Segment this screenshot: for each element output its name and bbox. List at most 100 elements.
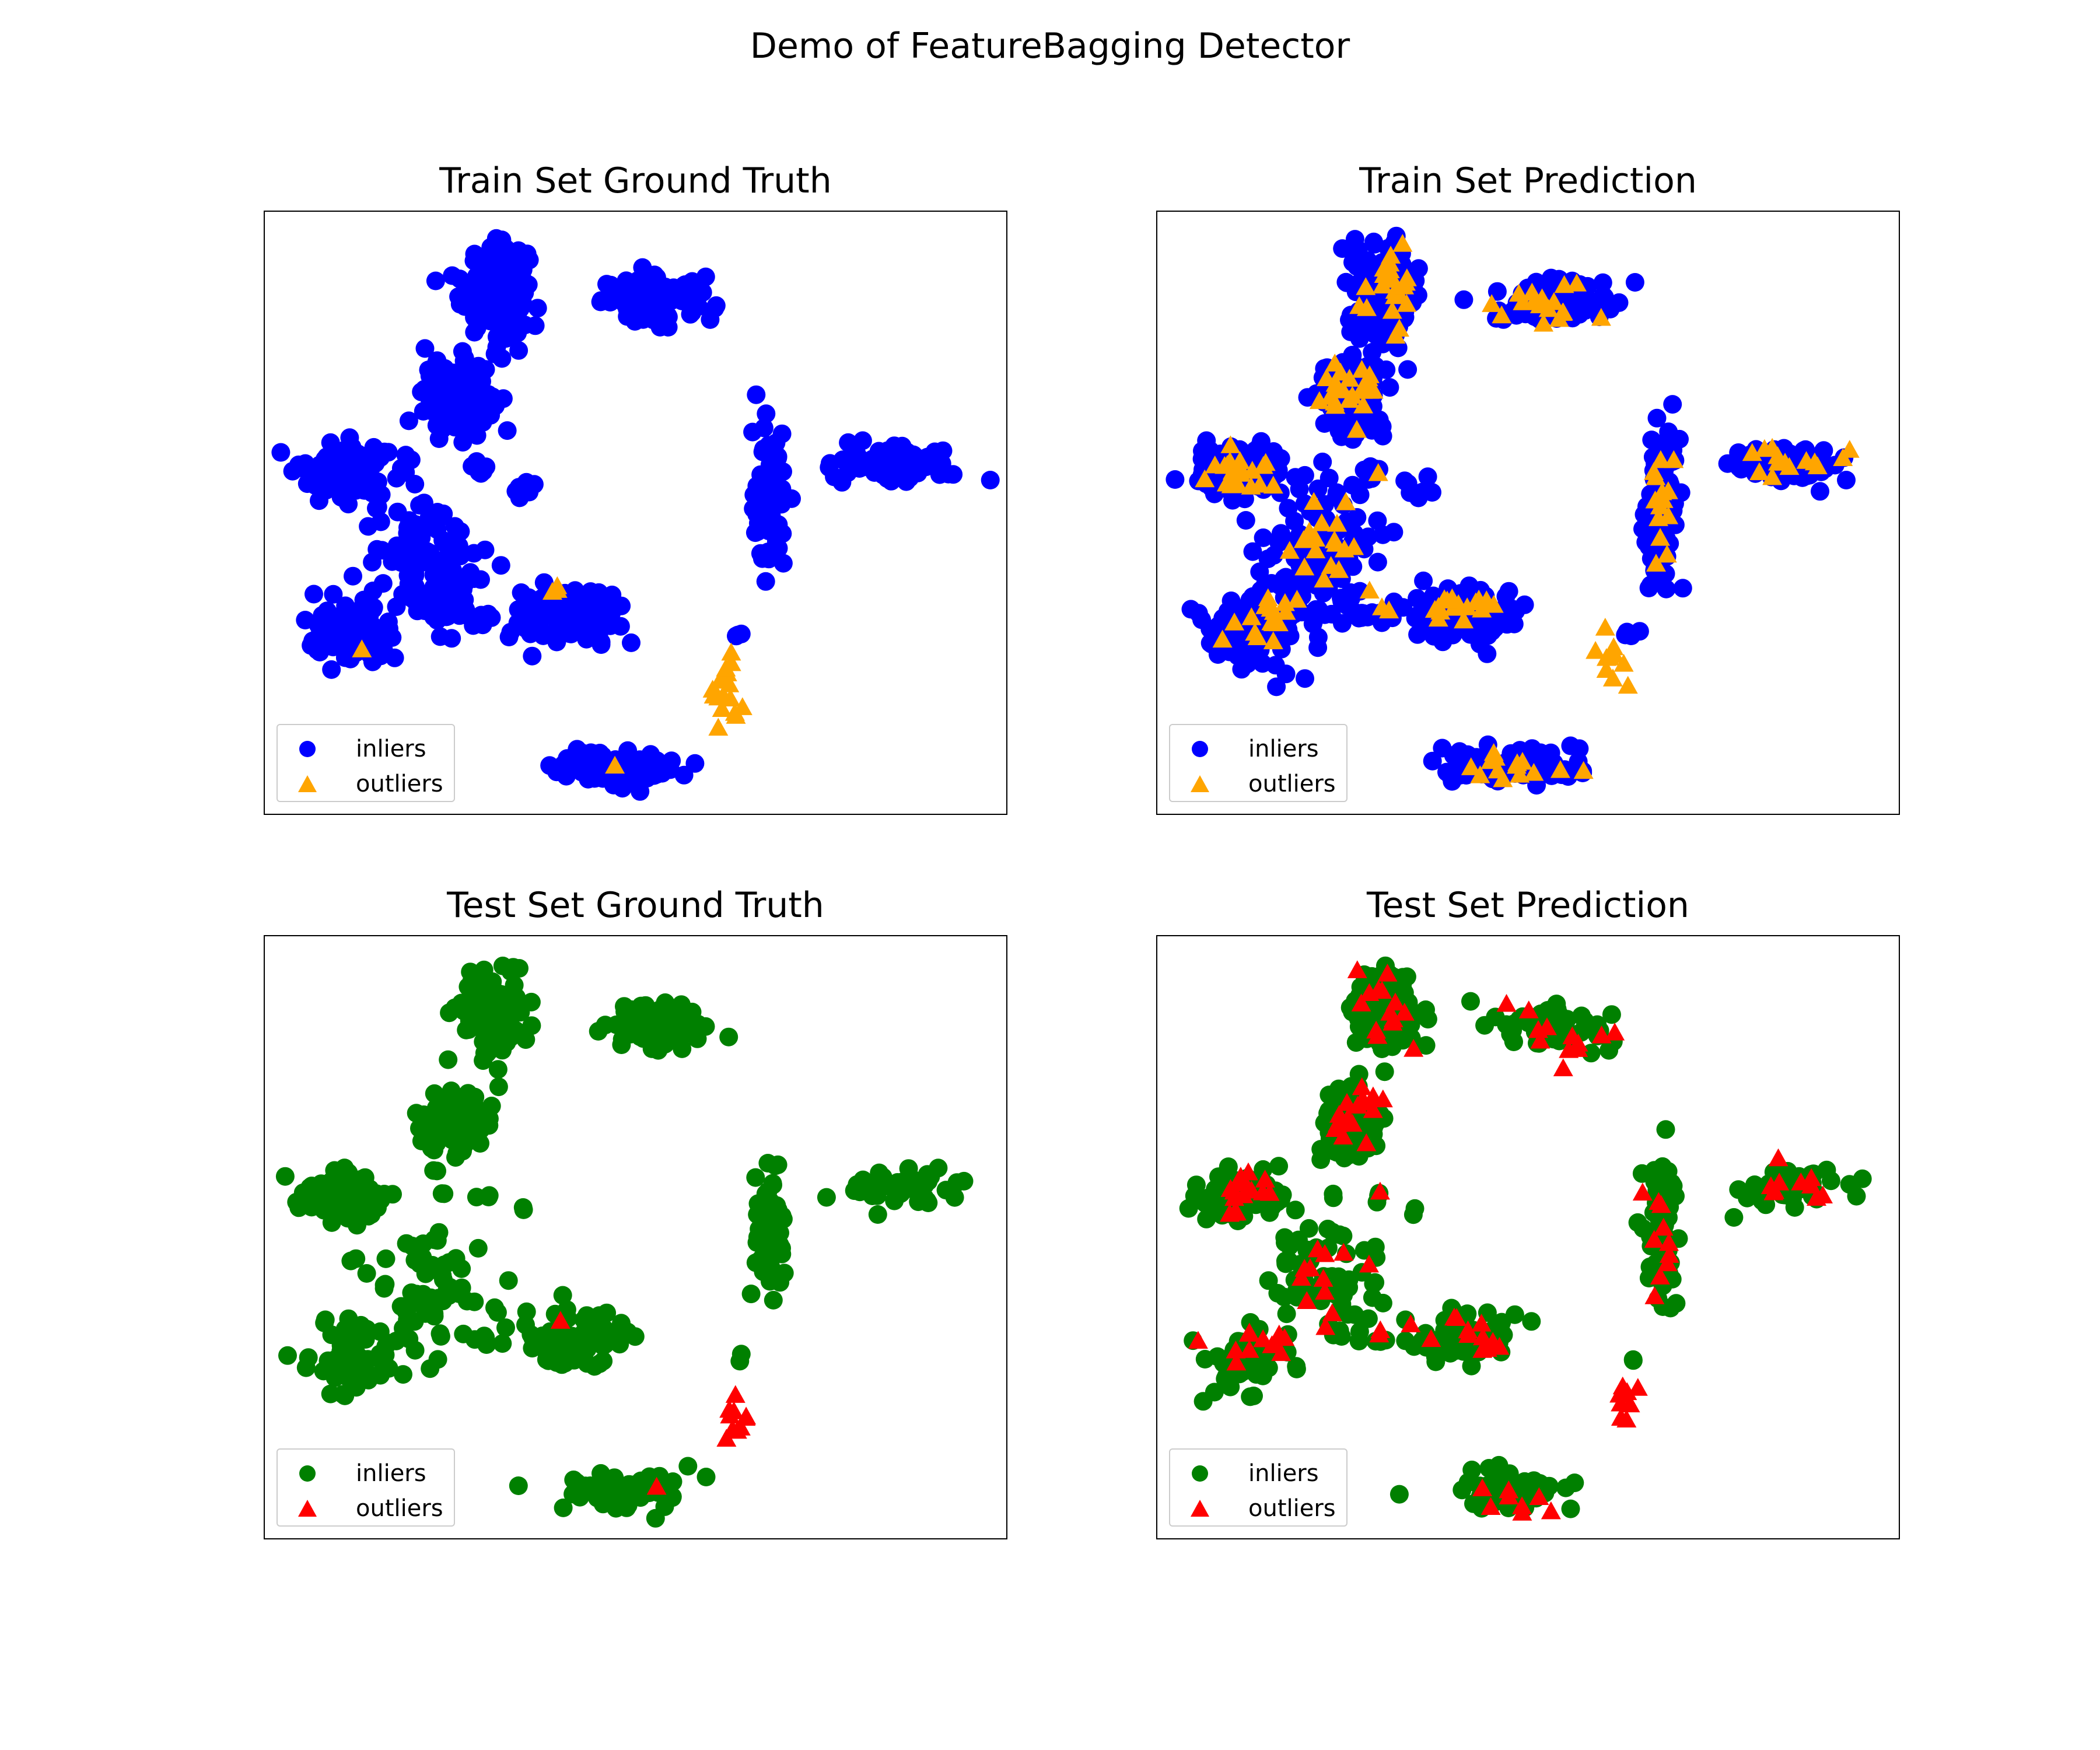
panel-train-ground-truth: Train Set Ground Truth inliers outliers (264, 160, 1007, 815)
outlier-point (1333, 1126, 1353, 1144)
inlier-point (678, 1457, 698, 1476)
inlier-point (1346, 1033, 1366, 1052)
outlier-point (1321, 556, 1341, 574)
inlier-point (322, 660, 341, 679)
inlier-point (429, 429, 449, 448)
outlier-point (1212, 629, 1233, 648)
inlier-point (757, 479, 776, 498)
outlier-point (1222, 468, 1242, 487)
outlier-point (1245, 622, 1265, 641)
outlier-point (1658, 1233, 1679, 1251)
inlier-point (867, 1171, 886, 1190)
outlier-point (716, 659, 736, 677)
outlier-point (1644, 1286, 1665, 1304)
outlier-point (710, 670, 730, 688)
inlier-point (387, 468, 406, 488)
inlier-point (1433, 738, 1452, 758)
inlier-point (375, 442, 394, 461)
inlier-point (471, 570, 490, 589)
inlier-point (1418, 467, 1437, 487)
legend-label: outliers (356, 1495, 443, 1522)
inlier-point (495, 1007, 514, 1026)
inlier-point (575, 623, 594, 642)
inlier-point (1222, 592, 1241, 610)
outlier-point (1356, 277, 1376, 295)
inlier-point (754, 418, 774, 438)
inlier-point (435, 394, 454, 414)
inlier-point (469, 356, 488, 376)
inlier-point (514, 1200, 533, 1219)
inlier-point (1192, 449, 1212, 468)
circle-marker-icon (299, 741, 316, 757)
outlier-point (1291, 1268, 1311, 1286)
inlier-point (415, 339, 435, 358)
outlier-point (1263, 631, 1283, 650)
inlier-point (885, 1191, 904, 1210)
panel-train-prediction: Train Set Prediction inliers outliers (1156, 160, 1900, 815)
inlier-point (463, 457, 482, 476)
outlier-point (1269, 1324, 1289, 1343)
inlier-point (1298, 388, 1317, 407)
outlier-point (1447, 1308, 1467, 1326)
inlier-point (612, 1030, 632, 1049)
inlier-point (1556, 1478, 1576, 1497)
outlier-point (1313, 1269, 1334, 1287)
legend-label: outliers (1248, 771, 1336, 797)
outlier-point (1373, 275, 1393, 294)
outlier-point (1299, 522, 1320, 540)
inlier-point (1616, 625, 1635, 645)
outlier-point (1339, 369, 1360, 387)
outlier-point (1605, 1023, 1625, 1041)
outlier-point (1480, 1497, 1501, 1515)
outlier-point (1220, 1179, 1241, 1197)
inlier-point (747, 385, 766, 404)
outlier-point (1424, 600, 1445, 618)
inlier-point (357, 1264, 376, 1283)
inlier-point (555, 1353, 575, 1373)
outlier-point (1385, 286, 1405, 304)
inlier-point (452, 1278, 471, 1297)
inlier-point (474, 979, 494, 998)
inlier-point (604, 594, 624, 614)
inlier-point (1254, 1366, 1272, 1385)
inlier-point (519, 588, 538, 607)
inlier-point (516, 1030, 536, 1049)
outlier-point (1768, 1148, 1788, 1167)
outlier-point (1839, 440, 1860, 458)
inlier-point (1462, 747, 1480, 766)
inlier-point (1238, 654, 1257, 673)
inlier-point (407, 1104, 426, 1123)
outlier-point (1385, 326, 1406, 344)
inlier-point (1373, 525, 1392, 544)
outlier-point (1648, 508, 1668, 526)
inlier-point (287, 1192, 306, 1212)
outlier-point (1473, 1327, 1493, 1346)
inlier-point (581, 1476, 600, 1495)
inlier-point (1366, 1273, 1385, 1292)
inlier-point (449, 1133, 468, 1152)
inlier-point (1315, 414, 1334, 433)
outlier-point (736, 1408, 756, 1426)
inlier-point (433, 531, 453, 550)
inlier-point (588, 606, 607, 625)
inlier-point (344, 566, 362, 586)
outlier-point (1368, 463, 1388, 481)
outlier-point (1530, 1030, 1550, 1049)
inlier-point (746, 1253, 765, 1272)
inlier-point (1315, 605, 1334, 624)
inlier-point (1219, 1157, 1238, 1177)
outlier-point (1532, 292, 1553, 310)
inlier-point (732, 1345, 751, 1364)
inlier-point (439, 1253, 459, 1272)
inlier-point (424, 1161, 443, 1180)
outlier-point (1238, 1324, 1259, 1342)
inlier-point (480, 1116, 499, 1135)
inlier-point (640, 758, 660, 778)
inlier-point (1424, 626, 1443, 646)
outlier-point (1512, 1503, 1532, 1521)
inlier-point (299, 1348, 318, 1367)
outlier-point (1483, 743, 1504, 761)
inlier-point (674, 765, 694, 785)
outlier-point (1404, 1039, 1424, 1057)
inlier-point (1308, 480, 1328, 498)
